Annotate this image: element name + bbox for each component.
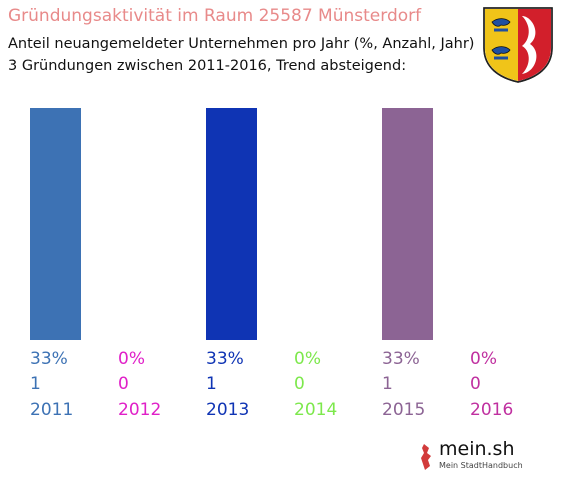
count-label-2012: 0 — [118, 374, 129, 394]
percent-label-2011: 33% — [30, 349, 68, 369]
subtitle-line-1: Anteil neuangemeldeter Unternehmen pro J… — [8, 36, 475, 52]
year-label-2015: 2015 — [382, 400, 425, 420]
coat-of-arms-icon — [483, 7, 553, 83]
chart-subtitle: Anteil neuangemeldeter Unternehmen pro J… — [8, 33, 474, 77]
bar-2015 — [382, 108, 433, 340]
percent-label-2015: 33% — [382, 349, 420, 369]
map-pin-icon — [421, 444, 431, 470]
year-label-2016: 2016 — [470, 400, 513, 420]
count-label-2016: 0 — [470, 374, 481, 394]
percent-label-2016: 0% — [470, 349, 497, 369]
count-label-2015: 1 — [382, 374, 393, 394]
year-label-2012: 2012 — [118, 400, 161, 420]
subtitle-line-2: 3 Gründungen zwischen 2011-2016, Trend a… — [8, 58, 407, 74]
year-label-2011: 2011 — [30, 400, 73, 420]
count-label-2013: 1 — [206, 374, 217, 394]
count-label-2014: 0 — [294, 374, 305, 394]
count-label-2011: 1 — [30, 374, 41, 394]
percent-label-2013: 33% — [206, 349, 244, 369]
brand-name: mein.sh — [439, 438, 515, 460]
bar-2013 — [206, 108, 257, 340]
brand-tagline: Mein StadtHandbuch — [439, 461, 523, 470]
percent-label-2012: 0% — [118, 349, 145, 369]
percent-label-2014: 0% — [294, 349, 321, 369]
bar-2011 — [30, 108, 81, 340]
chart-title: Gründungsaktivität im Raum 25587 Münster… — [8, 6, 422, 26]
year-label-2013: 2013 — [206, 400, 249, 420]
brand-logo: mein.sh Mein StadtHandbuch — [416, 436, 523, 476]
year-label-2014: 2014 — [294, 400, 337, 420]
